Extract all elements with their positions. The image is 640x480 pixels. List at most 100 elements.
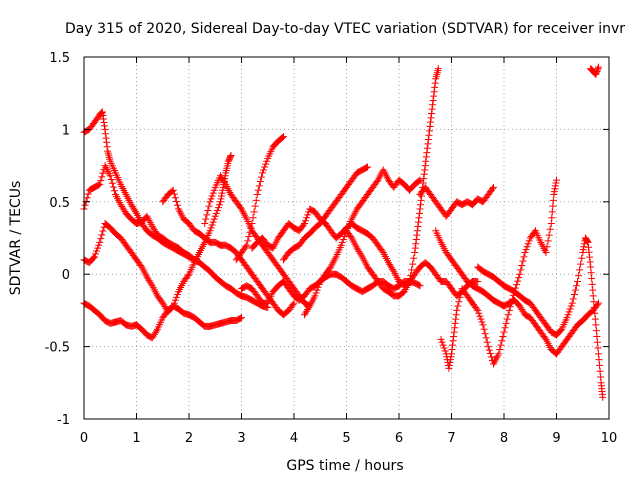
- series-track-2: [80, 108, 198, 264]
- data-point: [171, 296, 179, 304]
- data-point: [593, 66, 601, 74]
- data-point: [577, 260, 585, 268]
- series-track-11: [301, 166, 424, 319]
- data-point: [523, 243, 531, 251]
- data-point: [98, 231, 106, 239]
- series-track-4: [80, 299, 245, 342]
- data-point: [205, 202, 213, 210]
- data-point: [445, 361, 453, 369]
- chart-title: Day 315 of 2020, Sidereal Day-to-day VTE…: [65, 21, 625, 37]
- data-point: [504, 311, 512, 319]
- data-point: [575, 272, 583, 280]
- data-point: [518, 262, 526, 270]
- data-point: [546, 225, 554, 233]
- data-point: [98, 108, 106, 116]
- series-track-3: [80, 151, 235, 316]
- data-point: [238, 314, 245, 322]
- data-point: [92, 250, 100, 258]
- data-point: [447, 353, 455, 361]
- data-point: [588, 280, 596, 288]
- data-point: [415, 177, 423, 185]
- data-point: [483, 338, 491, 346]
- data-point: [415, 281, 423, 289]
- data-point: [594, 65, 602, 73]
- data-point: [588, 275, 596, 283]
- y-tick-label: 1: [62, 123, 70, 138]
- data-point: [251, 202, 259, 210]
- data-point: [98, 173, 106, 181]
- data-point: [407, 272, 415, 280]
- data-point: [226, 153, 234, 161]
- data-point: [543, 243, 551, 251]
- data-point: [410, 254, 418, 262]
- data-point: [215, 201, 223, 209]
- data-point: [568, 299, 576, 307]
- data-point: [514, 277, 522, 285]
- data-point: [338, 238, 346, 246]
- data-point: [91, 253, 98, 261]
- data-point: [406, 277, 413, 285]
- data-point: [413, 227, 421, 235]
- data-point: [431, 83, 439, 91]
- data-point: [583, 237, 591, 245]
- data-point: [313, 286, 321, 294]
- data-point: [585, 248, 593, 256]
- data-point: [508, 295, 516, 303]
- data-point: [260, 166, 268, 174]
- data-point: [501, 324, 509, 332]
- data-point: [417, 196, 425, 204]
- y-tick-label: 0.5: [49, 196, 70, 211]
- data-point: [427, 114, 435, 122]
- data-point: [249, 214, 257, 222]
- data-point: [430, 92, 438, 100]
- series-track-8: [248, 205, 482, 300]
- data-point: [409, 260, 417, 268]
- data-point: [448, 350, 455, 358]
- data-point: [589, 286, 597, 294]
- data-point: [544, 237, 552, 245]
- data-point: [420, 175, 428, 183]
- x-tick-label: 8: [500, 431, 508, 446]
- data-point: [102, 134, 110, 142]
- data-point: [217, 195, 225, 203]
- data-point: [445, 364, 453, 372]
- data-point: [426, 123, 434, 131]
- data-point: [589, 292, 597, 300]
- data-point: [257, 173, 265, 181]
- data-point: [592, 69, 600, 77]
- data-point: [484, 343, 492, 351]
- data-point: [102, 130, 110, 138]
- data-point: [586, 258, 594, 266]
- data-point: [597, 373, 605, 381]
- data-point: [244, 237, 252, 245]
- data-point: [414, 222, 422, 230]
- data-point: [440, 344, 448, 352]
- data-point: [525, 237, 533, 245]
- data-point: [337, 241, 345, 249]
- data-point: [522, 246, 530, 254]
- data-point: [252, 196, 260, 204]
- data-point: [255, 182, 263, 190]
- data-point: [595, 63, 602, 71]
- data-point: [429, 96, 437, 104]
- data-point: [219, 186, 227, 194]
- data-point: [452, 311, 460, 319]
- data-point: [593, 67, 601, 75]
- data-point: [417, 201, 425, 209]
- data-point: [425, 131, 433, 139]
- data-point: [474, 277, 482, 285]
- data-point: [578, 254, 586, 262]
- data-point: [428, 105, 436, 113]
- data-point: [99, 115, 107, 123]
- x-axis-label: GPS time / hours: [286, 458, 403, 474]
- x-tick-label: 5: [342, 431, 350, 446]
- series-track-15: [437, 176, 560, 372]
- data-point: [81, 201, 89, 209]
- y-axis-label: SDTVAR / TECUs: [8, 181, 24, 296]
- data-point: [479, 321, 487, 329]
- data-point: [438, 338, 446, 346]
- data-point: [95, 241, 103, 249]
- y-tick-label: 1.5: [49, 51, 70, 66]
- data-point: [449, 341, 457, 349]
